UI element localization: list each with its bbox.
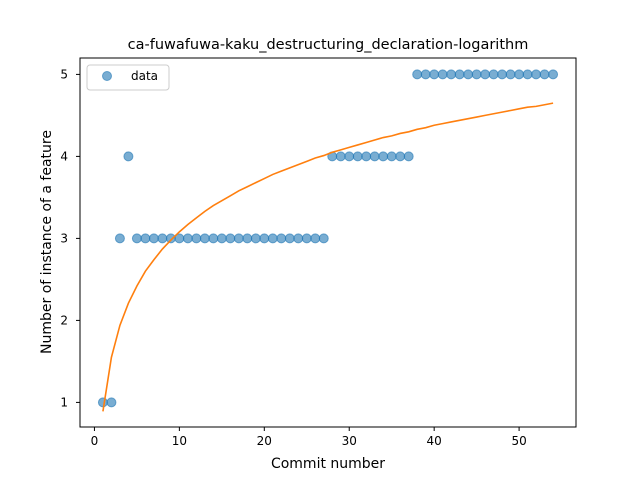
x-axis: 0 10 20 30 40 50 — [91, 427, 527, 448]
plot-frame — [79, 57, 577, 428]
data-point — [140, 233, 151, 244]
data-point — [488, 69, 499, 80]
data-point — [548, 69, 559, 80]
y-tick-label: 4 — [60, 149, 68, 163]
plot-area — [97, 69, 559, 412]
data-point — [386, 151, 397, 162]
x-tick-label: 50 — [511, 434, 526, 448]
x-tick-label: 20 — [257, 434, 272, 448]
y-tick-label: 3 — [60, 231, 68, 245]
data-point — [97, 397, 108, 408]
fit-line — [102, 102, 554, 412]
data-point — [157, 233, 168, 244]
legend-marker — [102, 71, 112, 81]
data-point — [216, 233, 227, 244]
data-point — [463, 69, 474, 80]
data-point — [310, 233, 321, 244]
data-point — [378, 151, 389, 162]
x-tick-label: 10 — [172, 434, 187, 448]
data-point — [301, 233, 312, 244]
data-point — [123, 151, 134, 162]
y-tick-label: 2 — [60, 313, 68, 327]
x-tick-label: 0 — [91, 434, 99, 448]
data-point — [165, 233, 176, 244]
data-point — [259, 233, 270, 244]
data-point — [361, 151, 372, 162]
data-point — [403, 151, 414, 162]
data-point — [114, 233, 125, 244]
data-point — [522, 69, 533, 80]
data-point — [106, 397, 117, 408]
data-point — [352, 151, 363, 162]
y-axis-label: Number of instance of a feature — [39, 130, 55, 354]
data-point — [182, 233, 193, 244]
data-point — [208, 233, 219, 244]
data-point — [131, 233, 142, 244]
data-point — [242, 233, 253, 244]
data-point — [539, 69, 550, 80]
data-point — [284, 233, 295, 244]
data-point — [267, 233, 278, 244]
data-point — [412, 69, 423, 80]
y-axis: 1 2 3 4 5 — [60, 67, 80, 409]
data-point — [471, 69, 482, 80]
y-tick-label: 1 — [60, 395, 68, 409]
data-point — [191, 233, 202, 244]
x-tick-label: 30 — [342, 434, 357, 448]
data-point — [148, 233, 159, 244]
data-point — [505, 69, 516, 80]
data-point — [276, 233, 287, 244]
data-point — [318, 233, 329, 244]
data-point — [369, 151, 380, 162]
data-point — [335, 151, 346, 162]
data-point — [531, 69, 542, 80]
data-point — [454, 69, 465, 80]
data-point — [250, 233, 261, 244]
chart-title: ca-fuwafuwa-kaku_destructuring_declarati… — [128, 37, 529, 53]
data-point — [225, 233, 236, 244]
data-point — [344, 151, 355, 162]
data-point — [233, 233, 244, 244]
data-point — [480, 69, 491, 80]
data-point — [514, 69, 525, 80]
data-point — [437, 69, 448, 80]
data-point — [395, 151, 406, 162]
legend: data — [86, 64, 170, 91]
data-point — [293, 233, 304, 244]
data-point — [429, 69, 440, 80]
y-tick-label: 5 — [60, 67, 68, 81]
x-tick-label: 40 — [427, 434, 442, 448]
legend-label: data — [131, 69, 158, 83]
data-point — [446, 69, 457, 80]
data-point — [420, 69, 431, 80]
data-point — [199, 233, 210, 244]
x-axis-label: Commit number — [271, 456, 385, 472]
data-point — [497, 69, 508, 80]
